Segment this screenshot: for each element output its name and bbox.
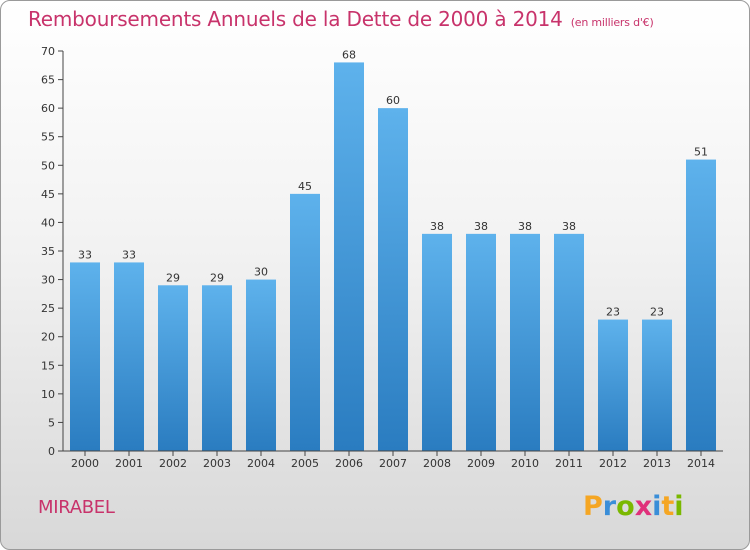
y-tick-label: 25 xyxy=(41,302,55,315)
logo-letter: i xyxy=(652,491,662,522)
logo-letter: o xyxy=(616,491,635,522)
y-tick-label: 70 xyxy=(41,45,55,58)
bar-value-label: 51 xyxy=(694,146,708,159)
chart-title-text: Remboursements Annuels de la Dette de 20… xyxy=(28,7,563,31)
x-axis: 2000 2001 2002 2003 2004 2005 2006 2007 2008 2009… xyxy=(63,450,723,470)
x-tick-label: 2013 xyxy=(643,457,671,470)
x-tick-label: 2001 xyxy=(115,457,143,470)
bar-2014 xyxy=(686,159,716,452)
bar-value-label: 68 xyxy=(342,48,356,61)
y-tick-label: 15 xyxy=(41,359,55,372)
bar-2012 xyxy=(598,319,628,451)
x-tick-label: 2000 xyxy=(71,457,99,470)
x-tick-label: 2003 xyxy=(203,457,231,470)
bar-2009 xyxy=(466,233,496,451)
chart-title: Remboursements Annuels de la Dette de 20… xyxy=(28,7,654,31)
x-tick-label: 2014 xyxy=(687,457,715,470)
bar-value-label: 38 xyxy=(562,220,576,233)
bar-2005 xyxy=(290,193,320,451)
y-tick-label: 20 xyxy=(41,331,55,344)
chart-subtitle: (en milliers d'€) xyxy=(570,16,654,29)
y-tick-label: 45 xyxy=(41,188,55,201)
bar-2011 xyxy=(554,233,584,451)
bar-2008 xyxy=(422,233,452,451)
bar-2006 xyxy=(334,62,364,452)
x-tick-label: 2008 xyxy=(423,457,451,470)
bar-value-label: 29 xyxy=(166,271,180,284)
commune-name: MIRABEL xyxy=(38,497,115,518)
x-tick-label: 2009 xyxy=(467,457,495,470)
bar-value-label: 45 xyxy=(298,180,312,193)
bar-value-label: 23 xyxy=(650,306,664,319)
bar-2001 xyxy=(114,262,144,451)
bar-2000 xyxy=(70,262,100,451)
y-tick-label: 50 xyxy=(41,159,55,172)
y-tick-label: 10 xyxy=(41,388,55,401)
bar-value-label: 23 xyxy=(606,306,620,319)
y-tick-label: 35 xyxy=(41,245,55,258)
bar-value-label: 33 xyxy=(122,248,136,261)
y-tick-label: 30 xyxy=(41,274,55,287)
x-tick-label: 2006 xyxy=(335,457,363,470)
x-tick-label: 2010 xyxy=(511,457,539,470)
x-tick-label: 2012 xyxy=(599,457,627,470)
logo-letter: P xyxy=(583,491,603,522)
bar-2010 xyxy=(510,233,540,451)
y-tick-label: 60 xyxy=(41,102,55,115)
y-tick-label: 65 xyxy=(41,74,55,87)
bar-2002 xyxy=(158,285,188,451)
x-tick-label: 2004 xyxy=(247,457,275,470)
bar-value-label: 38 xyxy=(430,220,444,233)
bars-group: 33 33 29 29 30 45 68 60 38 38 38 38 23 23 51 xyxy=(70,48,716,452)
x-tick-label: 2005 xyxy=(291,457,319,470)
bar-2007 xyxy=(378,108,408,452)
x-tick-label: 2002 xyxy=(159,457,187,470)
bar-value-label: 29 xyxy=(210,271,224,284)
proxiti-logo: Proxiti xyxy=(583,491,684,522)
logo-letter: r xyxy=(602,491,617,522)
bar-2013 xyxy=(642,319,672,451)
bar-value-label: 38 xyxy=(518,220,532,233)
bar-value-label: 30 xyxy=(254,266,268,279)
logo-letter: x xyxy=(634,491,653,522)
bar-value-label: 38 xyxy=(474,220,488,233)
y-tick-label: 40 xyxy=(41,216,55,229)
logo-letter: i xyxy=(674,491,684,522)
y-tick-label: 55 xyxy=(41,131,55,144)
x-tick-label: 2011 xyxy=(555,457,583,470)
y-axis: 0 5 10 15 20 25 30 35 40 45 50 55 60 65 70 xyxy=(41,45,64,458)
y-tick-label: 0 xyxy=(48,445,55,458)
y-tick-label: 5 xyxy=(48,416,55,429)
x-tick-label: 2007 xyxy=(379,457,407,470)
bar-2004 xyxy=(246,279,276,451)
bar-2003 xyxy=(202,285,232,451)
logo-letter: t xyxy=(661,491,675,522)
bar-value-label: 60 xyxy=(386,94,400,107)
bar-value-label: 33 xyxy=(78,248,92,261)
